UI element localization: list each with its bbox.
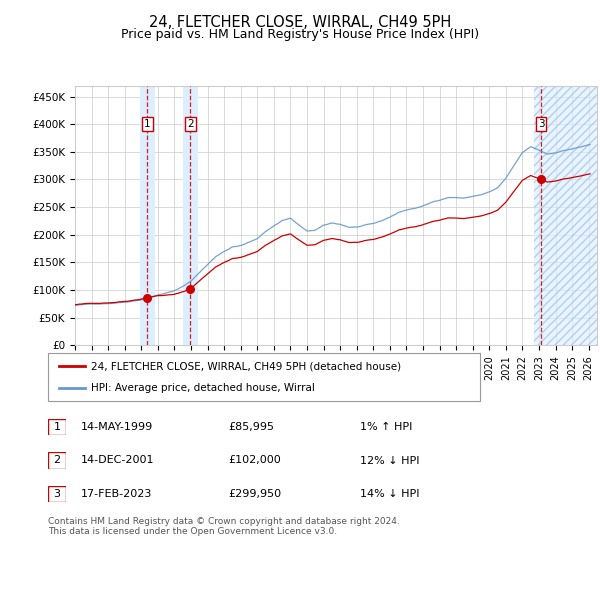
Text: 1: 1: [144, 119, 151, 129]
Text: Price paid vs. HM Land Registry's House Price Index (HPI): Price paid vs. HM Land Registry's House …: [121, 28, 479, 41]
Text: HPI: Average price, detached house, Wirral: HPI: Average price, detached house, Wirr…: [91, 383, 315, 393]
Text: 1% ↑ HPI: 1% ↑ HPI: [360, 422, 412, 432]
Text: 3: 3: [53, 489, 61, 499]
Text: £85,995: £85,995: [228, 422, 274, 432]
Bar: [533, 86, 597, 345]
Text: 14% ↓ HPI: 14% ↓ HPI: [360, 489, 419, 499]
Text: 24, FLETCHER CLOSE, WIRRAL, CH49 5PH: 24, FLETCHER CLOSE, WIRRAL, CH49 5PH: [149, 15, 451, 30]
Text: 3: 3: [538, 119, 544, 129]
Text: 1: 1: [53, 422, 61, 432]
Text: 17-FEB-2023: 17-FEB-2023: [81, 489, 152, 499]
Text: Contains HM Land Registry data © Crown copyright and database right 2024.
This d: Contains HM Land Registry data © Crown c…: [48, 517, 400, 536]
Bar: [140, 86, 155, 345]
Text: 24, FLETCHER CLOSE, WIRRAL, CH49 5PH (detached house): 24, FLETCHER CLOSE, WIRRAL, CH49 5PH (de…: [91, 361, 401, 371]
Bar: [183, 86, 197, 345]
Text: 2: 2: [53, 455, 61, 466]
Text: £299,950: £299,950: [228, 489, 281, 499]
Text: 2: 2: [187, 119, 193, 129]
Text: 14-DEC-2001: 14-DEC-2001: [81, 455, 155, 466]
Text: 12% ↓ HPI: 12% ↓ HPI: [360, 455, 419, 466]
Text: £102,000: £102,000: [228, 455, 281, 466]
Text: 14-MAY-1999: 14-MAY-1999: [81, 422, 153, 432]
Bar: [533, 86, 597, 345]
